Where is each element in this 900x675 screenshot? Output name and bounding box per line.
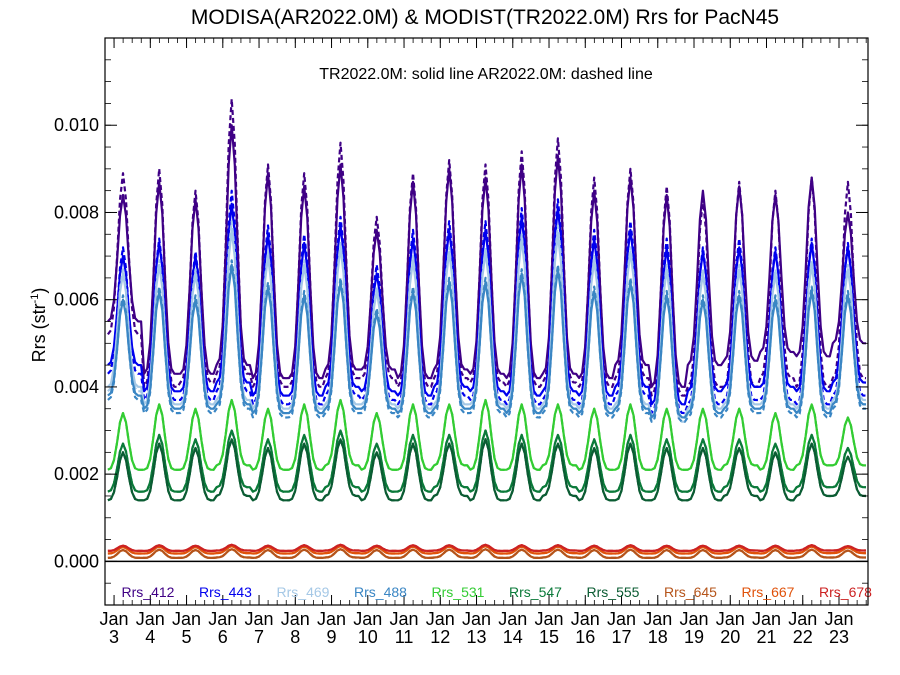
x-tick-label-month: Jan [788, 609, 817, 629]
y-axis: 0.000 0.002 0.004 0.006 0.008 0.010 [54, 37, 868, 606]
series-line-rrs_443-ar [107, 189, 867, 415]
x-tick-label-year: 7 [254, 627, 264, 647]
chart-subtitle: TR2022.0M: solid line AR2022.0M: dashed … [319, 66, 653, 83]
x-tick-label-month: Jan [752, 609, 781, 629]
x-tick-label-year: 23 [829, 627, 849, 647]
x-tick-label-month: Jan [208, 609, 237, 629]
y-tick-label: 0.004 [54, 377, 99, 397]
x-tick-label-month: Jan [535, 609, 564, 629]
x-tick-label-year: 4 [145, 627, 155, 647]
x-tick-label-year: 21 [756, 627, 776, 647]
legend-entry-rrs_443: Rrs_443 [199, 584, 252, 600]
series-line-rrs_531-ar [107, 398, 866, 471]
legend-entry-rrs_667: Rrs_667 [742, 584, 795, 600]
x-tick-label-year: 18 [648, 627, 668, 647]
series-line-rrs_555-ar [107, 438, 867, 502]
x-tick-label-year: 11 [395, 627, 414, 647]
series-line-rrs_667-ar [107, 544, 866, 555]
legend-entry-rrs_488: Rrs_488 [354, 584, 407, 600]
series-layer [107, 97, 867, 560]
series-line-rrs_645-ar [107, 548, 866, 560]
x-tick-label-month: Jan [643, 609, 672, 629]
x-tick-label-year: 19 [684, 627, 704, 647]
x-tick-label-month: Jan [136, 609, 165, 629]
y-axis-label: Rrs (str-1) [29, 288, 49, 363]
x-tick-label-year: 15 [539, 627, 559, 647]
x-tick-label-year: 6 [218, 627, 228, 647]
x-tick-label-month: Jan [824, 609, 853, 629]
series-line-rrs_412-ar [107, 97, 867, 397]
x-tick-label-year: 13 [467, 627, 487, 647]
y-tick-label: 0.002 [54, 464, 99, 484]
x-tick-label-year: 20 [720, 627, 740, 647]
x-tick-label-month: Jan [172, 609, 201, 629]
x-tick-label-month: Jan [353, 609, 382, 629]
y-tick-label: 0.008 [54, 202, 99, 222]
y-tick-label: 0.010 [54, 115, 99, 135]
legend-entry-rrs_555: Rrs_555 [587, 584, 640, 600]
x-tick-label-year: 10 [358, 627, 378, 647]
x-tick-label-month: Jan [426, 609, 455, 629]
legend-entry-rrs_469: Rrs_469 [277, 584, 330, 600]
x-tick-label-month: Jan [716, 609, 745, 629]
x-tick-label-year: 9 [327, 627, 337, 647]
x-tick-label-month: Jan [281, 609, 310, 629]
x-tick-label-month: Jan [390, 609, 419, 629]
x-tick-label-year: 22 [793, 627, 813, 647]
x-tick-label-year: 17 [612, 627, 632, 647]
y-tick-label: 0.006 [54, 290, 99, 310]
x-tick-label-month: Jan [571, 609, 600, 629]
chart-title: MODISA(AR2022.0M) & MODIST(TR2022.0M) Rr… [191, 6, 779, 29]
plot-frame [104, 37, 869, 606]
x-tick-label-month: Jan [679, 609, 708, 629]
x-tick-label-year: 5 [182, 627, 192, 647]
x-axis: Jan3Jan4Jan5Jan6Jan7Jan8Jan9Jan10Jan11Ja… [100, 38, 867, 647]
series-line-rrs_547-ar [107, 429, 866, 493]
x-tick-label-year: 3 [109, 627, 119, 647]
legend-entry-rrs_412: Rrs_412 [122, 584, 175, 600]
legend-entry-rrs_547: Rrs_547 [509, 584, 562, 600]
x-tick-label-month: Jan [245, 609, 274, 629]
x-tick-label-month: Jan [498, 609, 527, 629]
series-line-rrs_469-ar [107, 220, 867, 423]
x-tick-label-month: Jan [100, 609, 129, 629]
x-tick-label-year: 8 [290, 627, 300, 647]
y-tick-label: 0.000 [54, 551, 99, 571]
x-tick-label-year: 16 [575, 627, 595, 647]
legend: Rrs_412 Rrs_443 Rrs_469 Rrs_488 Rrs_531 Rrs_5… [122, 584, 873, 600]
x-tick-label-year: 12 [430, 627, 450, 647]
series-line-rrs_678-ar [107, 543, 866, 553]
x-tick-label-year: 14 [503, 627, 523, 647]
x-tick-label-month: Jan [317, 609, 346, 629]
legend-entry-rrs_678: Rrs_678 [819, 584, 872, 600]
legend-entry-rrs_531: Rrs_531 [432, 584, 485, 600]
legend-entry-rrs_645: Rrs_645 [664, 584, 717, 600]
x-tick-label-month: Jan [607, 609, 636, 629]
x-tick-label-month: Jan [462, 609, 491, 629]
